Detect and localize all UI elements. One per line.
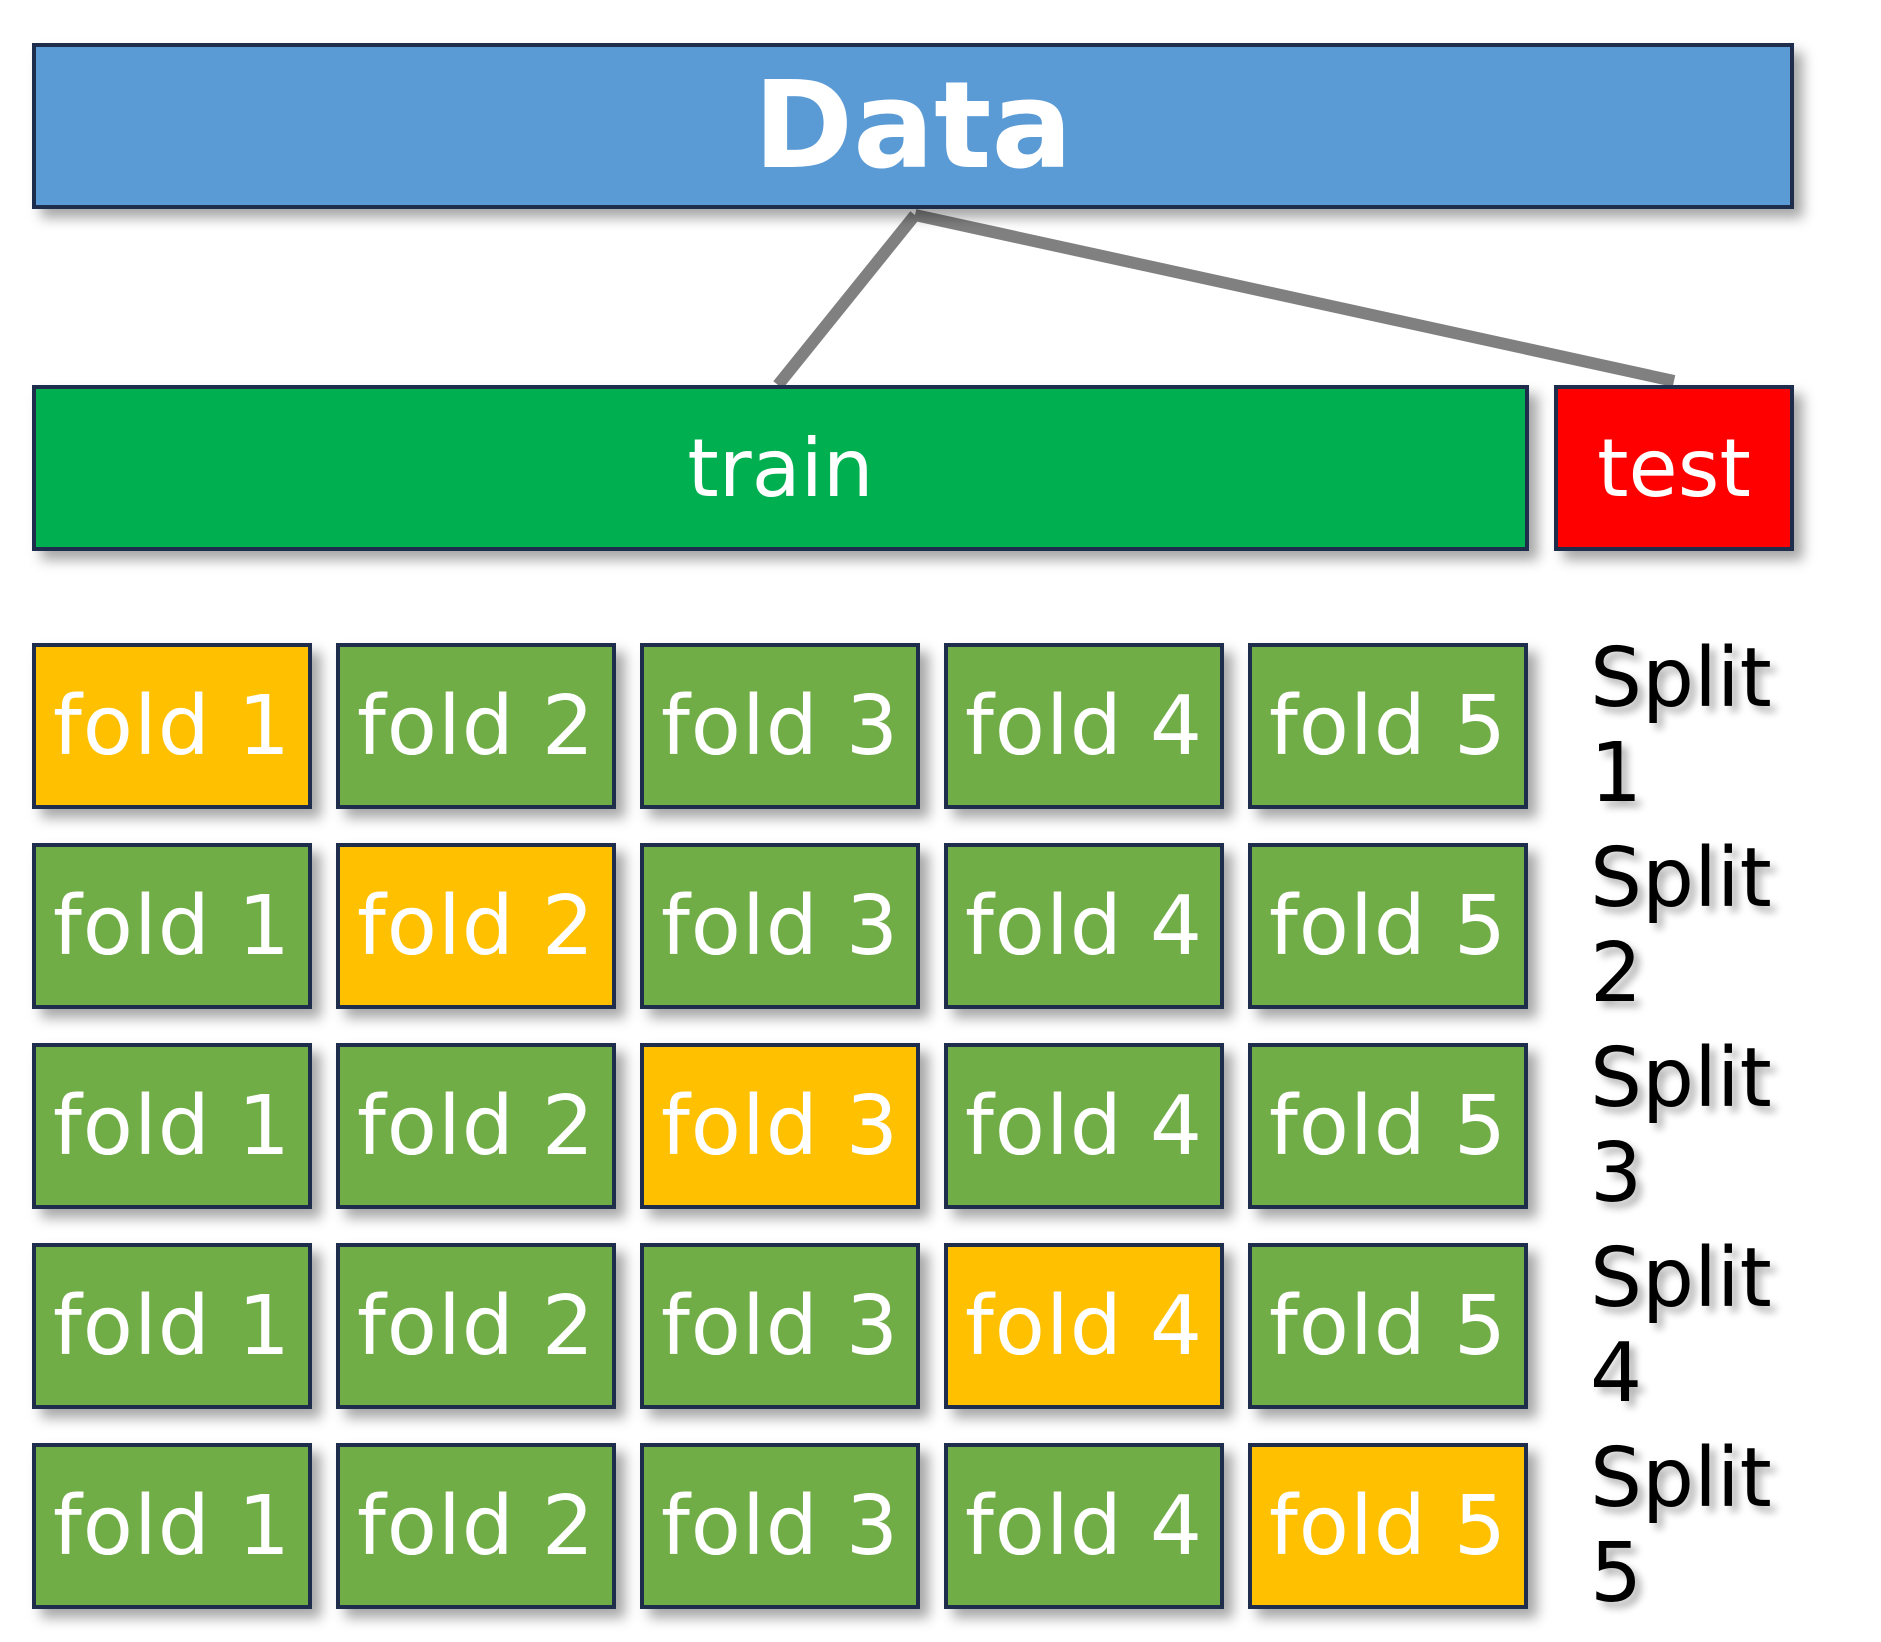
- fold-box: fold 3: [640, 843, 920, 1009]
- fold-box: fold 2: [336, 643, 616, 809]
- fold-box: fold 1: [32, 1043, 312, 1209]
- fold-label: fold 4: [964, 1478, 1204, 1574]
- fold-box: fold 4: [944, 843, 1224, 1009]
- fold-label: fold 4: [964, 1278, 1204, 1374]
- fold-label: fold 1: [52, 1078, 292, 1174]
- fold-label: fold 2: [356, 1078, 596, 1174]
- fold-label: fold 3: [660, 1478, 900, 1574]
- fold-box: fold 1: [32, 843, 312, 1009]
- fold-box: fold 1: [32, 643, 312, 809]
- fold-box: fold 2: [336, 843, 616, 1009]
- fold-box: fold 2: [336, 1043, 616, 1209]
- fold-box: fold 1: [32, 1243, 312, 1409]
- fold-label: fold 2: [356, 1278, 596, 1374]
- fold-label: fold 5: [1268, 878, 1508, 974]
- fold-box: fold 2: [336, 1243, 616, 1409]
- fold-box: fold 3: [640, 1043, 920, 1209]
- fold-box: fold 3: [640, 1243, 920, 1409]
- fold-label: fold 2: [356, 678, 596, 774]
- fold-box: fold 3: [640, 1443, 920, 1609]
- fold-label: fold 1: [52, 678, 292, 774]
- split-label: Split 4: [1590, 1231, 1772, 1421]
- fold-label: fold 5: [1268, 1078, 1508, 1174]
- split-label: Split 5: [1590, 1431, 1772, 1621]
- fold-label: fold 1: [52, 878, 292, 974]
- fold-box: fold 1: [32, 1443, 312, 1609]
- fold-label: fold 4: [964, 678, 1204, 774]
- fold-box: fold 5: [1248, 1243, 1528, 1409]
- data-label: Data: [753, 56, 1073, 196]
- fold-box: fold 3: [640, 643, 920, 809]
- fold-box: fold 4: [944, 1443, 1224, 1609]
- fold-label: fold 3: [660, 678, 900, 774]
- split-label: Split 1: [1590, 631, 1772, 821]
- fold-label: fold 3: [660, 1278, 900, 1374]
- fold-label: fold 3: [660, 1078, 900, 1174]
- split-label: Split 2: [1590, 831, 1772, 1021]
- fold-label: fold 1: [52, 1278, 292, 1374]
- fold-box: fold 4: [944, 1043, 1224, 1209]
- fold-box: fold 2: [336, 1443, 616, 1609]
- split-label: Split 3: [1590, 1031, 1772, 1221]
- test-box: test: [1554, 385, 1794, 551]
- fold-box: fold 5: [1248, 643, 1528, 809]
- fold-box: fold 5: [1248, 1043, 1528, 1209]
- fold-label: fold 3: [660, 878, 900, 974]
- fold-box: fold 5: [1248, 843, 1528, 1009]
- fold-label: fold 5: [1268, 678, 1508, 774]
- train-label: train: [687, 421, 874, 515]
- fold-box: fold 5: [1248, 1443, 1528, 1609]
- fold-label: fold 5: [1268, 1478, 1508, 1574]
- test-label: test: [1597, 421, 1751, 515]
- fold-label: fold 2: [356, 878, 596, 974]
- fold-label: fold 5: [1268, 1278, 1508, 1374]
- fold-label: fold 4: [964, 1078, 1204, 1174]
- fold-label: fold 4: [964, 878, 1204, 974]
- fold-box: fold 4: [944, 1243, 1224, 1409]
- data-box: Data: [32, 43, 1794, 209]
- connector-data-to-test: [913, 209, 1676, 387]
- fold-box: fold 4: [944, 643, 1224, 809]
- train-box: train: [32, 385, 1529, 551]
- fold-label: fold 1: [52, 1478, 292, 1574]
- connector-data-to-train: [773, 211, 920, 389]
- fold-label: fold 2: [356, 1478, 596, 1574]
